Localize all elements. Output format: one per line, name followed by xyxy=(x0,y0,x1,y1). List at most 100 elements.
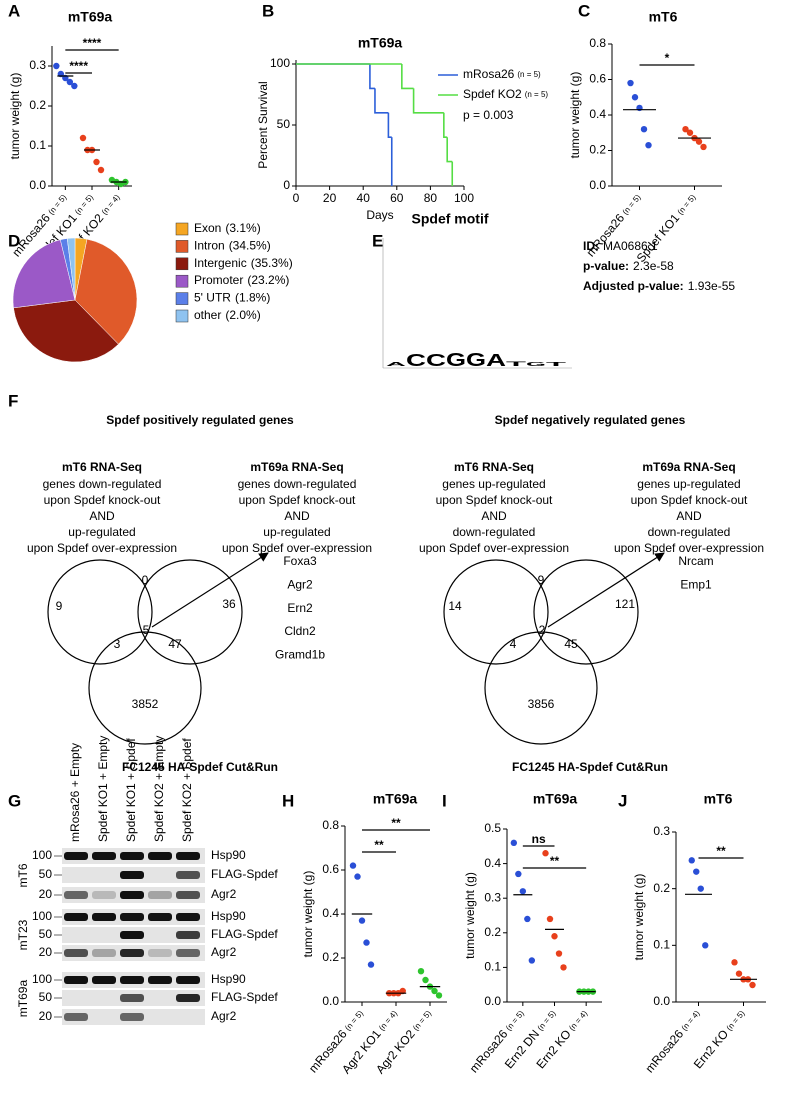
y-tick-label: 0.6 xyxy=(589,72,606,86)
venn-circle xyxy=(88,631,202,745)
venn-count: 3856 xyxy=(528,697,555,711)
data-point xyxy=(546,915,554,923)
y-axis-label: tumor weight (g) xyxy=(301,871,315,958)
group-name: Spdef KO1 xyxy=(634,211,683,265)
y-axis-label: tumor weight (g) xyxy=(8,73,22,160)
legend-name: Exon xyxy=(194,221,221,235)
set-description: upon Spdef knock-out xyxy=(44,493,161,507)
set-description: up-regulated xyxy=(68,525,135,539)
motif-id: ID: MA0686.1 xyxy=(583,239,658,253)
data-point xyxy=(53,62,60,70)
blot-band xyxy=(120,871,144,879)
group-n: (n = 5) xyxy=(621,193,643,217)
data-point xyxy=(431,987,438,995)
group-name: Ern2 KO xyxy=(691,1027,731,1071)
panel-label: B xyxy=(262,1,274,20)
venn-count: 3 xyxy=(114,637,121,651)
significance-label: **** xyxy=(69,59,88,73)
data-point xyxy=(702,942,709,949)
legend-value: (34.5%) xyxy=(229,239,271,253)
y-tick-label: 0.0 xyxy=(589,178,606,192)
logo-letter: G xyxy=(526,362,549,368)
significance-label: ** xyxy=(550,854,560,868)
significance-label: ** xyxy=(716,844,726,858)
band-label: Agr2 xyxy=(211,1009,237,1023)
blot-band xyxy=(64,852,88,860)
logo-letter: T xyxy=(506,361,530,368)
y-tick-label: 0.1 xyxy=(484,960,501,974)
set-title: mT69a RNA-Seq xyxy=(250,460,343,474)
venn-circle xyxy=(443,559,549,665)
panel-label: A xyxy=(8,1,20,20)
legend-value: (3.1%) xyxy=(225,221,260,235)
legend-label: other (2.0%) xyxy=(194,308,261,322)
data-point xyxy=(515,870,522,878)
motif-id-value: MA0686.1 xyxy=(603,239,658,253)
set-description: upon Spdef over-expression xyxy=(614,541,764,555)
legend-label: Intergenic (35.3%) xyxy=(194,256,293,270)
data-point xyxy=(524,915,531,923)
venn-count: 9 xyxy=(56,599,63,613)
y-tick-label: 50 xyxy=(277,117,291,131)
gene-name: Ern2 xyxy=(287,601,313,615)
motif-id-label: ID: xyxy=(583,239,599,253)
lane-label: Spdef KO1 + Empty xyxy=(96,736,110,842)
venn-arrow xyxy=(547,552,665,628)
survival-step xyxy=(387,112,392,138)
cut-run-label: FC1245 HA-Spdef Cut&Run xyxy=(512,760,668,774)
venn-count: 45 xyxy=(564,637,578,651)
logo-letter: T xyxy=(546,361,566,368)
blot-band xyxy=(148,891,172,899)
group-n: (n = 5) xyxy=(73,193,95,217)
data-point xyxy=(627,79,634,87)
blot-band xyxy=(148,949,172,957)
y-axis-label: tumor weight (g) xyxy=(463,872,477,959)
legend-label: 5' UTR (1.8%) xyxy=(194,291,270,305)
y-tick-label: 0.5 xyxy=(484,821,501,835)
venn-count: 9 xyxy=(538,573,545,587)
motif-p-label: p-value: xyxy=(583,259,629,273)
y-axis-label: Percent Survival xyxy=(256,81,270,168)
pie-slice xyxy=(66,237,76,301)
y-tick-label: 0.1 xyxy=(653,938,670,952)
lane-label: mRosa26 + Empty xyxy=(68,743,82,842)
set-description: upon Spdef knock-out xyxy=(631,493,748,507)
set-description: genes down-regulated xyxy=(238,477,357,491)
y-tick-label: 0.6 xyxy=(322,862,339,876)
gene-name: Emp1 xyxy=(680,577,712,591)
x-tick-label: 0 xyxy=(293,191,300,205)
y-tick-label: 0.2 xyxy=(29,98,46,112)
band-label: Agr2 xyxy=(211,887,237,901)
survival-step xyxy=(443,112,448,138)
set-description: AND xyxy=(676,509,702,523)
gene-name: Foxa3 xyxy=(283,554,317,568)
legend-label: mRosa26 (n = 5) xyxy=(463,67,541,81)
blot-band xyxy=(120,949,144,957)
data-point xyxy=(510,839,518,847)
set-description: genes up-regulated xyxy=(637,477,740,491)
y-tick-label: 0.2 xyxy=(484,925,501,939)
group-n: (n = 4) xyxy=(680,1009,702,1033)
legend-n: (n = 5) xyxy=(525,90,549,99)
panel-label: F xyxy=(8,391,18,410)
x-tick-label: 20 xyxy=(323,191,337,205)
y-tick-label: 0.3 xyxy=(653,824,670,838)
venn-count: 36 xyxy=(222,597,236,611)
marker-label: 20 xyxy=(39,1009,53,1023)
blot-band xyxy=(176,994,200,1002)
data-point xyxy=(71,82,78,90)
data-point xyxy=(693,868,700,875)
chart-title: mT6 xyxy=(704,791,733,807)
panel-label: G xyxy=(8,791,21,810)
legend-label: Intron (34.5%) xyxy=(194,239,271,253)
legend-swatch xyxy=(175,309,189,323)
y-tick-label: 0.1 xyxy=(29,138,46,152)
logo-letter: G xyxy=(466,349,486,370)
legend-name: Promoter xyxy=(194,273,243,287)
motif-adj-p: Adjusted p-value: 1.93e-55 xyxy=(583,279,735,293)
venn-circle xyxy=(484,631,598,745)
set-title: mT6 RNA-Seq xyxy=(62,460,142,474)
blot-band xyxy=(92,852,116,860)
y-tick-label: 0.2 xyxy=(322,950,339,964)
